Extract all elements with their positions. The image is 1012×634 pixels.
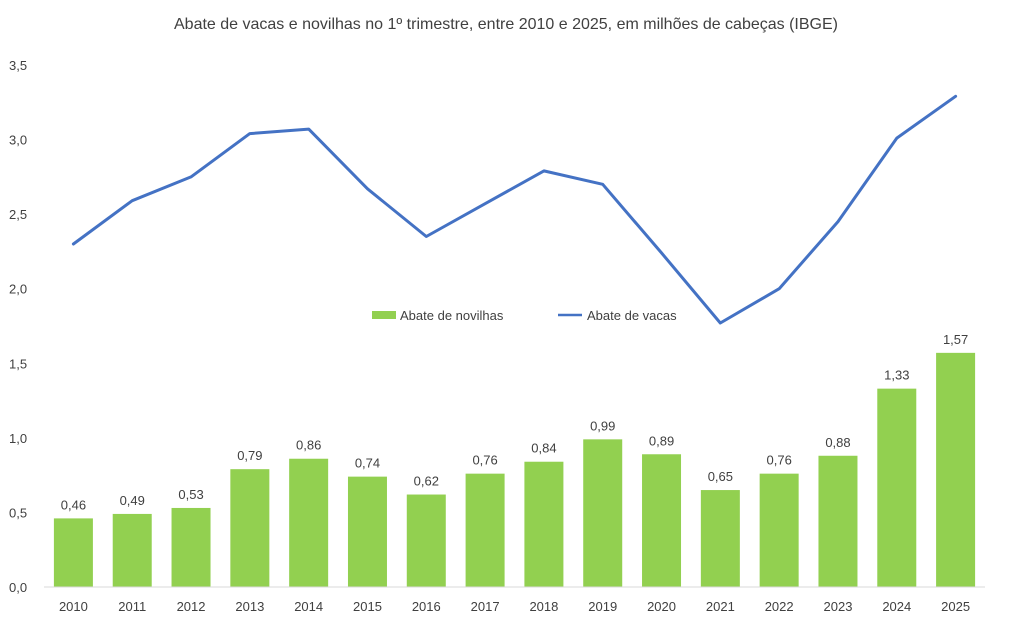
- x-tick-label: 2012: [177, 599, 206, 614]
- bar: [700, 490, 740, 587]
- x-tick-label: 2022: [765, 599, 794, 614]
- bar-data-label: 0,84: [531, 441, 556, 456]
- legend-label-novilhas: Abate de novilhas: [400, 308, 504, 323]
- y-tick-label: 2,0: [9, 282, 27, 297]
- bar: [936, 352, 976, 587]
- bar-data-label: 0,88: [825, 435, 850, 450]
- bar-data-label: 0,74: [355, 456, 380, 471]
- bar: [53, 518, 93, 587]
- bar: [230, 469, 270, 587]
- x-tick-label: 2013: [235, 599, 264, 614]
- bar: [759, 473, 799, 587]
- legend-label-vacas: Abate de vacas: [587, 308, 677, 323]
- y-tick-label: 0,0: [9, 580, 27, 595]
- x-axis: 2010 2011 2012 2013 2014 2015 2016 2017 2018 2019…: [59, 599, 970, 614]
- bar: [406, 494, 446, 587]
- x-tick-label: 2019: [588, 599, 617, 614]
- line-series-vacas: [71, 94, 958, 325]
- legend: Abate de novilhas Abate de vacas: [372, 308, 677, 323]
- bar-data-label: 1,57: [943, 332, 968, 347]
- bar: [583, 439, 623, 587]
- bar-data-label: 0,79: [237, 448, 262, 463]
- y-tick-label: 2,5: [9, 207, 27, 222]
- bar: [171, 507, 211, 587]
- y-tick-label: 0,5: [9, 505, 27, 520]
- x-tick-label: 2016: [412, 599, 441, 614]
- bar-data-label: 0,49: [120, 493, 145, 508]
- bar-data-labels: 0,46 0,49 0,53 0,79 0,86 0,74 0,62 0,76 0,84 0,99…: [61, 332, 969, 513]
- bar: [347, 476, 387, 587]
- x-tick-label: 2023: [824, 599, 853, 614]
- bar-data-label: 0,86: [296, 438, 321, 453]
- x-tick-label: 2025: [941, 599, 970, 614]
- bar-data-label: 0,65: [708, 469, 733, 484]
- y-tick-label: 1,0: [9, 431, 27, 446]
- bar: [524, 461, 564, 587]
- x-tick-label: 2020: [647, 599, 676, 614]
- x-tick-label: 2014: [294, 599, 323, 614]
- bar-data-label: 0,99: [590, 418, 615, 433]
- bar: [877, 388, 917, 587]
- bar: [112, 513, 152, 587]
- x-tick-label: 2011: [118, 599, 146, 614]
- bar-data-label: 0,46: [61, 497, 86, 512]
- x-tick-label: 2024: [882, 599, 911, 614]
- y-tick-label: 1,5: [9, 356, 27, 371]
- x-tick-label: 2017: [471, 599, 500, 614]
- legend-swatch-novilhas: [372, 311, 396, 319]
- line-path: [71, 94, 958, 325]
- y-axis: 0,0 0,5 1,0 1,5 2,0 2,5 3,0 3,5: [9, 58, 27, 595]
- x-tick-label: 2018: [529, 599, 558, 614]
- bar-data-label: 0,62: [414, 474, 439, 489]
- bar-data-label: 0,53: [178, 487, 203, 502]
- bar: [818, 455, 858, 587]
- bar-series-novilhas: [53, 352, 976, 587]
- x-tick-label: 2015: [353, 599, 382, 614]
- bar-data-label: 0,89: [649, 433, 674, 448]
- y-tick-label: 3,0: [9, 133, 27, 148]
- chart-title: Abate de vacas e novilhas no 1º trimestr…: [174, 16, 838, 33]
- x-tick-label: 2021: [706, 599, 735, 614]
- bar-data-label: 0,76: [472, 453, 497, 468]
- bar-data-label: 1,33: [884, 368, 909, 383]
- bar-data-label: 0,76: [767, 453, 792, 468]
- bar: [642, 454, 682, 587]
- y-tick-label: 3,5: [9, 58, 27, 73]
- bar: [289, 458, 329, 587]
- bar: [465, 473, 505, 587]
- x-tick-label: 2010: [59, 599, 88, 614]
